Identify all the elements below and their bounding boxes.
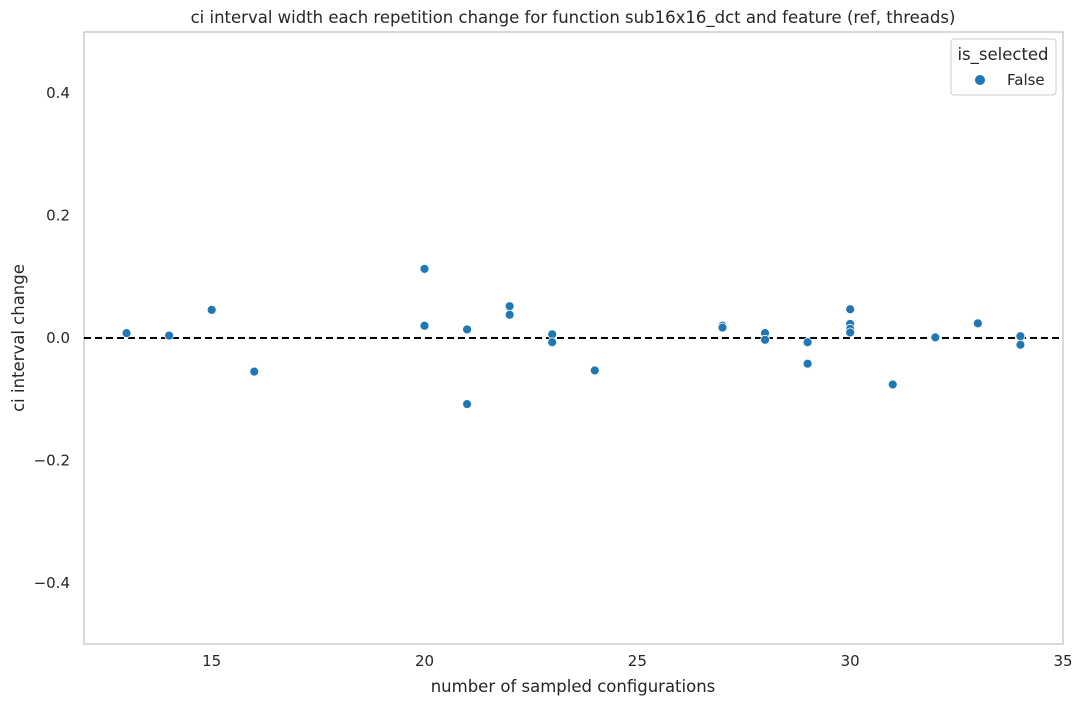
x-tick-label: 15 (202, 652, 221, 670)
data-point (930, 332, 941, 343)
data-point (121, 328, 132, 339)
x-tick-label: 20 (415, 652, 434, 670)
data-point (504, 301, 515, 312)
y-tick-label: −0.4 (34, 574, 70, 592)
data-point (462, 399, 472, 409)
x-tick-label: 30 (841, 652, 860, 670)
data-point (887, 379, 898, 390)
data-point (249, 366, 260, 377)
data-points (121, 263, 1026, 409)
data-point (1015, 339, 1026, 350)
legend: is_selected False (950, 38, 1057, 96)
y-tick-label: 0.4 (46, 84, 70, 102)
legend-marker (975, 75, 985, 85)
data-point (419, 320, 430, 331)
data-point (504, 309, 515, 320)
data-point (164, 330, 175, 341)
data-point (802, 337, 813, 348)
x-axis-label: number of sampled configurations (431, 677, 716, 696)
legend-label: False (1007, 71, 1045, 89)
data-point (1015, 331, 1026, 342)
x-tick-label: 35 (1053, 652, 1072, 670)
data-point (802, 358, 813, 369)
x-tick-label: 25 (628, 652, 647, 670)
axis-ticks: 15 20 25 30 35 −0.4 −0.2 0.0 0.2 0.4 (34, 84, 1073, 670)
data-point (717, 322, 728, 333)
data-point (845, 327, 856, 338)
data-point (462, 324, 472, 335)
y-tick-label: −0.2 (34, 451, 70, 469)
data-point (547, 337, 558, 348)
data-point (589, 365, 600, 376)
y-tick-label: 0.0 (46, 329, 70, 347)
data-point (206, 304, 217, 315)
y-axis-label: ci interval change (9, 264, 28, 412)
chart-title: ci interval width each repetition change… (191, 8, 956, 28)
y-tick-label: 0.2 (46, 207, 70, 225)
data-point (419, 263, 430, 274)
legend-title: is_selected (957, 45, 1048, 65)
data-point (845, 304, 856, 315)
data-point (760, 334, 770, 345)
data-point (972, 318, 983, 329)
